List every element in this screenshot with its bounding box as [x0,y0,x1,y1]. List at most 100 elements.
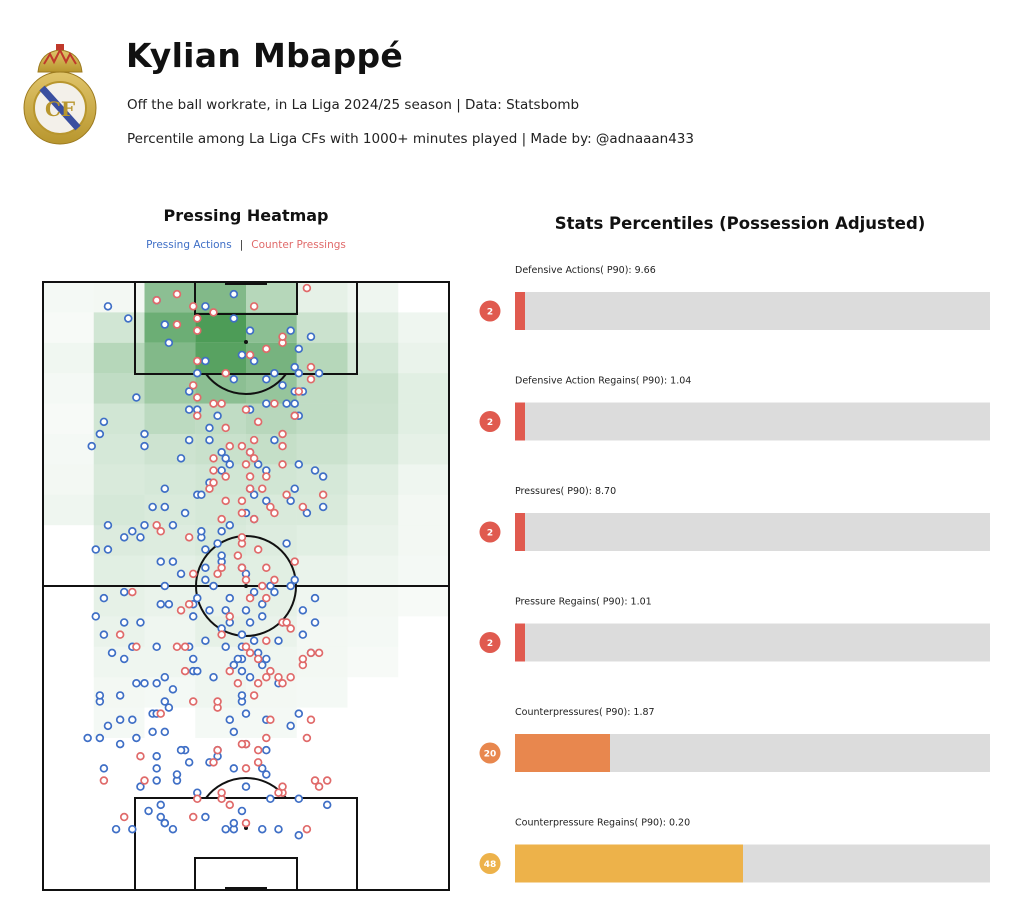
counter-pressing-point [282,618,291,627]
pressing-action-point [119,587,129,597]
heatmap-cell [347,434,399,465]
counter-pressing-point [221,423,230,433]
counter-pressing-point [180,642,190,652]
counter-pressing-point [298,502,308,512]
legend-counter-pressings: Counter Pressings [251,239,346,251]
top-penalty-arc [205,373,287,395]
heatmap-cell [347,342,399,374]
pressing-action-point [229,764,239,773]
counter-pressing-point [322,776,332,785]
counter-pressing-point [225,800,235,810]
heatmap-cell [93,342,145,374]
heatmap-cell [347,403,399,434]
pressing-action-point [262,496,271,506]
counter-pressing-point [262,636,271,645]
percentile-badge-value: 20 [484,750,497,760]
counter-pressing-point [294,387,304,396]
counter-pressing-point [188,812,198,822]
pressing-action-point [91,545,101,554]
pressing-action-point [225,520,235,530]
pressing-action-point [132,393,141,402]
heatmap-cell [246,403,297,434]
counter-pressing-point [253,545,263,554]
heatmap-cell [195,707,246,738]
legend-separator: | [239,239,244,251]
pressing-action-point [225,460,235,469]
pressing-action-point [91,612,101,621]
counter-pressing-point [209,478,218,487]
counter-pressing-point [270,399,279,408]
counter-pressing-point [290,411,299,421]
counter-pressing-point [245,648,255,658]
counter-pressing-point [278,441,287,451]
pressing-action-point [115,691,125,700]
counter-pressing-point [241,764,251,773]
pressing-action-point [318,502,328,512]
pressing-action-point [115,739,125,749]
stat-label: Counterpressures( P90): 1.87 [515,707,655,718]
pressing-action-point [290,575,299,585]
pressing-action-point [197,490,206,500]
pressing-action-point [221,824,230,834]
counter-pressing-point [209,399,218,408]
pressing-action-point [168,824,178,834]
pressing-action-point [237,350,247,360]
pressing-action-point [103,545,113,554]
percentile-badge [479,300,501,322]
pressing-action-point [164,703,174,712]
counter-pressing-point [176,606,186,615]
counter-pressing-point [225,441,235,451]
counter-pressing-point [209,454,218,463]
counter-pressing-point [225,666,235,676]
counter-pressing-point [237,496,247,506]
percentile-badge [479,411,501,432]
heatmap-cell [398,373,449,404]
counter-pressing-point [249,302,259,311]
pressing-action-point [184,758,194,767]
pressing-action-point [152,679,161,688]
heatmap-cell [398,434,449,465]
counter-pressing-point [318,490,328,500]
counter-pressing-point [188,697,198,706]
stat-label: Pressures( P90): 8.70 [515,486,616,497]
percentile-badge-value: 2 [487,308,493,318]
pressing-action-point [103,721,113,731]
pressing-action-point [107,648,117,658]
heatmap-cell [296,342,348,374]
pressing-action-point [294,368,304,378]
percentile-badge-value: 2 [487,639,493,649]
heatmap-cell [296,525,348,556]
counter-pressing-point [221,368,230,378]
pressing-action-point [294,831,304,840]
pressing-action-point [217,466,226,475]
stat-bar-fill [515,513,525,551]
pressing-action-point [168,557,178,566]
counter-pressing-point [233,679,243,688]
pressing-action-point [160,672,170,682]
pressing-action-point [310,466,320,475]
pressing-action-point [160,320,170,329]
heatmap-cell [43,312,94,343]
counter-pressing-point [140,776,149,785]
pressing-action-point [99,417,109,427]
pressing-action-point [245,672,255,682]
heatmap-cell [398,342,449,374]
pressing-action-point [241,782,251,791]
heatmap-cell [398,403,449,434]
svg-text:CF: CF [45,97,75,121]
heatmap-cell [398,525,449,556]
counter-pressing-point [184,533,194,542]
pressing-action-point [229,818,239,828]
pressing-action-point [156,812,165,822]
heatmap-cell [43,373,94,404]
counter-pressing-point [262,563,271,573]
pressing-action-point [274,824,283,834]
pressing-action-point [217,447,226,457]
pressing-action-point [298,630,308,639]
heatmap-cell [347,616,399,647]
counter-pressing-point [119,812,129,822]
counter-pressing-point [241,642,251,652]
percentile-badge-value: 2 [487,418,493,428]
counter-pressing-point [188,302,198,311]
pressing-action-point [193,593,202,603]
